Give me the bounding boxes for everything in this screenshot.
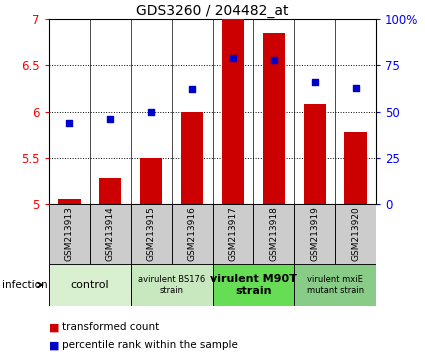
Text: GSM213920: GSM213920 xyxy=(351,206,360,261)
Bar xyxy=(344,132,367,204)
Bar xyxy=(131,264,212,306)
Bar xyxy=(212,204,253,264)
Bar xyxy=(58,199,81,204)
Title: GDS3260 / 204482_at: GDS3260 / 204482_at xyxy=(136,5,289,18)
Bar xyxy=(294,204,335,264)
Text: ■: ■ xyxy=(49,322,60,332)
Bar xyxy=(294,264,376,306)
Text: control: control xyxy=(71,280,109,290)
Bar xyxy=(49,264,131,306)
Text: GSM213918: GSM213918 xyxy=(269,206,278,261)
Text: ■: ■ xyxy=(49,340,60,350)
Point xyxy=(270,57,277,63)
Text: transformed count: transformed count xyxy=(62,322,159,332)
Point xyxy=(230,55,236,61)
Text: GSM213915: GSM213915 xyxy=(147,206,156,261)
Bar xyxy=(181,112,203,204)
Bar xyxy=(49,204,90,264)
Bar xyxy=(140,158,162,204)
Point xyxy=(189,87,196,92)
Bar xyxy=(253,204,294,264)
Bar xyxy=(335,204,376,264)
Text: infection: infection xyxy=(2,280,48,290)
Bar xyxy=(222,19,244,204)
Text: GSM213919: GSM213919 xyxy=(310,206,319,261)
Bar xyxy=(90,204,131,264)
Point xyxy=(352,85,359,90)
Text: virulent mxiE
mutant strain: virulent mxiE mutant strain xyxy=(307,275,364,295)
Text: GSM213917: GSM213917 xyxy=(229,206,238,261)
Bar xyxy=(263,33,285,204)
Point xyxy=(66,120,73,125)
Text: virulent M90T
strain: virulent M90T strain xyxy=(210,274,297,296)
Text: GSM213916: GSM213916 xyxy=(187,206,196,261)
Bar xyxy=(131,204,172,264)
Bar xyxy=(212,264,294,306)
Text: GSM213913: GSM213913 xyxy=(65,206,74,261)
Point xyxy=(312,79,318,85)
Bar xyxy=(99,178,122,204)
Bar xyxy=(303,104,326,204)
Bar xyxy=(172,204,212,264)
Point xyxy=(148,109,155,114)
Text: avirulent BS176
strain: avirulent BS176 strain xyxy=(138,275,205,295)
Text: GSM213914: GSM213914 xyxy=(106,206,115,261)
Text: percentile rank within the sample: percentile rank within the sample xyxy=(62,340,238,350)
Point xyxy=(107,116,113,122)
